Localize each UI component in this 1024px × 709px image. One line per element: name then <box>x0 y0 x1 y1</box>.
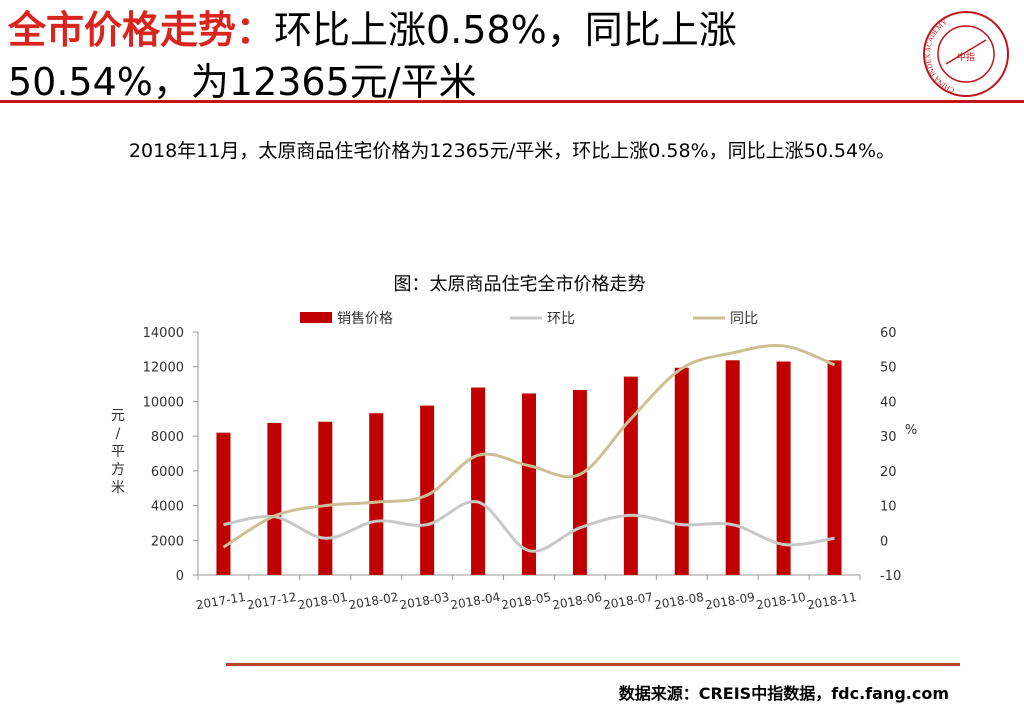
price-bar <box>471 387 486 575</box>
x-axis-tick-label: 2018-02 <box>348 590 400 612</box>
x-axis-tick-label: 2018-04 <box>449 590 501 612</box>
page-title: 全市价格走势：环比上涨0.58%，同比上涨50.54%，为12365元/平米 <box>8 4 888 108</box>
left-axis-tick-label: 10000 <box>143 395 184 410</box>
right-axis-tick-label: 10 <box>880 500 897 515</box>
price-bar <box>725 360 740 575</box>
right-axis-title: % <box>905 423 917 438</box>
price-bar <box>369 413 384 575</box>
left-axis-title-char: 元 <box>111 408 125 424</box>
x-axis-tick-label: 2018-09 <box>704 590 756 612</box>
legend-swatch-price <box>300 312 332 323</box>
x-axis-tick-label: 2018-05 <box>500 590 552 612</box>
x-axis-tick-label: 2017-11 <box>195 590 247 612</box>
chart-title: 图：太原商品住宅全市价格走势 <box>393 274 646 295</box>
right-axis-tick-label: 60 <box>880 326 897 341</box>
right-axis-tick-label: 30 <box>880 430 897 445</box>
x-axis-tick-label: 2018-07 <box>602 590 654 612</box>
price-bar <box>420 405 435 575</box>
china-index-academy-logo: CHINA INDEX ACADEMY 中指 <box>923 11 1009 97</box>
yoy-line <box>222 343 836 549</box>
right-axis: -10 0 10 20 30 40 50 60 <box>880 326 901 584</box>
data-source: 数据来源：CREIS中指数据，fdc.fang.com <box>618 684 949 703</box>
right-axis-tick-label: 0 <box>880 534 888 549</box>
left-axis-tick-label: 2000 <box>151 534 184 549</box>
summary-text: 2018年11月，太原商品住宅价格为12365元/平米，环比上涨0.58%，同比… <box>128 140 896 162</box>
x-axis-tick-label: 2018-08 <box>653 590 705 612</box>
footer-divider <box>226 663 960 666</box>
logo-center-text: 中指 <box>957 51 975 63</box>
left-axis-tick-label: 8000 <box>151 430 184 445</box>
axis-titles: 元 / 平方米% <box>111 408 917 496</box>
chart-legend: 销售价格 环比 同比 <box>300 311 758 327</box>
x-axis-tick-label: 2018-06 <box>551 590 603 612</box>
left-axis-tick-label: 0 <box>176 569 184 584</box>
x-axis-tick-label: 2018-03 <box>399 590 451 612</box>
price-bar <box>572 389 587 575</box>
left-axis-title-char: 方 <box>111 462 125 478</box>
left-axis-title-char: / <box>116 426 121 442</box>
x-axis-tick-label: 2017-12 <box>246 590 298 612</box>
price-bar <box>267 422 282 575</box>
title-divider <box>0 100 1024 103</box>
legend-label-mom: 环比 <box>547 311 575 327</box>
left-axis-tick-label: 4000 <box>151 500 184 515</box>
mom-line <box>223 500 835 553</box>
right-axis-tick-label: 50 <box>880 361 897 376</box>
price-bar <box>776 361 791 575</box>
left-axis-title-char: 米 <box>111 480 125 496</box>
price-bars <box>216 360 842 575</box>
left-axis-tick-label: 12000 <box>143 361 184 376</box>
legend-label-price: 销售价格 <box>337 311 393 327</box>
price-bar <box>827 360 842 575</box>
price-bar <box>623 376 638 575</box>
x-axis-tick-label: 2018-01 <box>297 590 349 612</box>
price-bar <box>522 393 536 575</box>
right-axis-tick-label: -10 <box>880 569 901 584</box>
page-title-rest: 环比上涨0.58%，同比上涨50.54%，为12365元/平米 <box>8 8 737 104</box>
left-axis-title-char: 平 <box>111 444 125 460</box>
legend-label-yoy: 同比 <box>730 311 758 327</box>
right-axis-tick-label: 20 <box>880 465 897 480</box>
x-axis-tick-label: 2018-10 <box>755 590 807 612</box>
left-axis: 0 2000 4000 6000 8000 10000 12000 14000 <box>143 326 861 584</box>
x-axis-tick-label: 2018-11 <box>806 590 858 612</box>
left-axis-tick-label: 14000 <box>143 326 184 341</box>
price-bar <box>216 432 231 575</box>
price-bar <box>318 421 333 575</box>
x-axis-labels: 2017-11 2017-12 2018-01 2018-02 2018-03 2018-… <box>195 590 858 612</box>
left-axis-tick-label: 6000 <box>151 465 184 480</box>
ratio-lines <box>222 343 836 553</box>
price-bar <box>674 367 689 575</box>
page-title-highlight: 全市价格走势： <box>8 8 275 52</box>
right-axis-tick-label: 40 <box>880 395 897 410</box>
